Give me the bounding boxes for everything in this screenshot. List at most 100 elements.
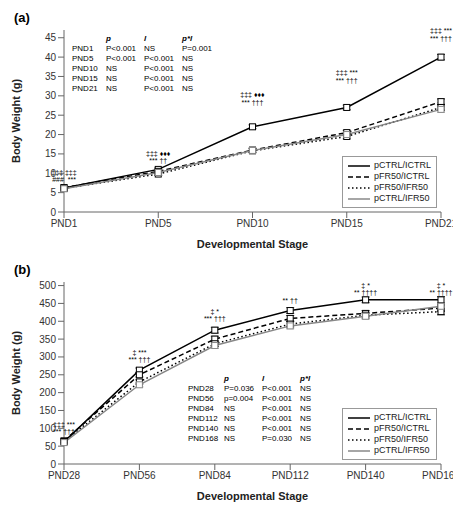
svg-text:Developmental Stage: Developmental Stage — [197, 238, 308, 250]
html-text:PND112: PND112 — [188, 414, 218, 423]
html-text:pFR50/ICTRL: pFR50/ICTRL — [374, 171, 430, 181]
svg-text:PND28: PND28 — [48, 470, 81, 481]
svg-text:PND1: PND1 — [51, 218, 78, 229]
html-text:NS: NS — [300, 404, 312, 413]
svg-text:15: 15 — [45, 148, 57, 159]
html-text:p*l: p*l — [300, 374, 311, 383]
html-text:pFR50/ICTRL: pFR50/ICTRL — [374, 423, 430, 433]
html-text:PND1: PND1 — [72, 44, 94, 53]
svg-text:200: 200 — [39, 387, 56, 398]
svg-text:‡‡‡ ***: ‡‡‡ *** — [53, 421, 75, 428]
html-text:P<0.001: P<0.001 — [106, 54, 136, 63]
svg-text:500: 500 — [39, 280, 56, 291]
html-text:P<0.001: P<0.001 — [144, 54, 174, 63]
svg-text:100: 100 — [39, 423, 56, 434]
html-text:NS: NS — [106, 64, 118, 73]
svg-text:‡ ***: ‡ *** — [132, 349, 146, 356]
svg-text:*** ††: *** †† — [149, 157, 167, 164]
html-text:pFR50/IFR50: pFR50/IFR50 — [374, 182, 428, 192]
svg-text:0: 0 — [50, 459, 56, 470]
html-text:NS: NS — [182, 74, 194, 83]
svg-text:45: 45 — [45, 32, 57, 43]
svg-text:250: 250 — [39, 369, 56, 380]
svg-text:‡ *: ‡ * — [437, 282, 446, 289]
svg-text:10: 10 — [45, 168, 57, 179]
svg-text:*** †††: *** ††† — [204, 315, 226, 322]
svg-text:30: 30 — [45, 90, 57, 101]
svg-text:40: 40 — [45, 52, 57, 63]
html-text:P=0.001: P=0.001 — [182, 44, 212, 53]
svg-text:‡‡‡ ***: ‡‡‡ *** — [430, 27, 452, 34]
svg-text:‡‡‡ ♦♦♦: ‡‡‡ ♦♦♦ — [240, 91, 265, 98]
svg-text:‡‡‡ ***: ‡‡‡ *** — [336, 69, 358, 76]
html-text:(b): (b) — [14, 262, 31, 277]
svg-text:‡‡‡ ♦♦♦: ‡‡‡ ♦♦♦ — [146, 150, 171, 157]
svg-text:*** †††: *** ††† — [53, 428, 75, 435]
svg-text:** ††††: ** †††† — [430, 289, 453, 296]
svg-text:Developmental Stage: Developmental Stage — [197, 490, 308, 502]
html-text:PND15: PND15 — [72, 74, 98, 83]
html-text:PND28: PND28 — [188, 384, 214, 393]
html-text:pCTRL/ICTRL: pCTRL/ICTRL — [374, 160, 431, 170]
html-text:PND21: PND21 — [72, 84, 98, 93]
html-text:P<0.001: P<0.001 — [262, 404, 292, 413]
html-text:P<0.001: P<0.001 — [144, 64, 174, 73]
svg-text:150: 150 — [39, 405, 56, 416]
svg-text:*** †††: *** ††† — [430, 35, 452, 42]
svg-text:PND5: PND5 — [145, 218, 172, 229]
svg-text:*** †††: *** ††† — [336, 77, 358, 84]
svg-text:PND15: PND15 — [331, 218, 364, 229]
svg-text:** ††††: ** †††† — [354, 289, 377, 296]
svg-text:*** †††: *** ††† — [129, 356, 151, 363]
html-text:NS: NS — [106, 84, 118, 93]
svg-text:Body Weight (g): Body Weight (g) — [10, 331, 22, 415]
html-text:NS: NS — [182, 84, 194, 93]
html-text:P<0.001: P<0.001 — [262, 394, 292, 403]
html-text:PND84: PND84 — [188, 404, 214, 413]
html-text:pFR50/IFR50: pFR50/IFR50 — [374, 434, 428, 444]
html-text:NS: NS — [144, 44, 156, 53]
html-text:P<0.001: P<0.001 — [262, 384, 292, 393]
svg-text:400: 400 — [39, 316, 56, 327]
html-text:P<0.001: P<0.001 — [144, 74, 174, 83]
svg-text:35: 35 — [45, 71, 57, 82]
svg-text:‡ *: ‡ * — [361, 282, 370, 289]
html-text:NS: NS — [106, 74, 118, 83]
html-text:(a): (a) — [14, 10, 30, 25]
svg-text:*** †††: *** ††† — [242, 99, 264, 106]
html-text:P<0.001: P<0.001 — [106, 44, 136, 53]
svg-text:5: 5 — [50, 187, 56, 198]
svg-text:50: 50 — [45, 441, 57, 452]
svg-text:300: 300 — [39, 351, 56, 362]
html-text:NS: NS — [182, 54, 194, 63]
svg-text:0: 0 — [50, 207, 56, 218]
html-text:NS: NS — [182, 64, 194, 73]
svg-text:450: 450 — [39, 298, 56, 309]
svg-text:PND140: PND140 — [347, 470, 385, 481]
html-text:P=0.036: P=0.036 — [224, 384, 254, 393]
svg-text:PND84: PND84 — [199, 470, 232, 481]
html-text:PND56: PND56 — [188, 394, 214, 403]
html-text:pCTRL/IFR50: pCTRL/IFR50 — [374, 445, 430, 455]
html-text:NS: NS — [224, 404, 236, 413]
svg-text:350: 350 — [39, 334, 56, 345]
html-text:PND5: PND5 — [72, 54, 94, 63]
svg-text:PND112: PND112 — [272, 470, 309, 481]
svg-text:PND56: PND56 — [123, 470, 156, 481]
html-text:NS: NS — [300, 394, 312, 403]
svg-text:PND168: PND168 — [422, 470, 453, 481]
html-text:PND10: PND10 — [72, 64, 98, 73]
html-text:p*l: p*l — [182, 34, 193, 43]
svg-text:** ††: ** †† — [283, 297, 298, 304]
svg-text:Body Weight (g): Body Weight (g) — [10, 79, 22, 163]
svg-text:20: 20 — [45, 129, 57, 140]
html-text:P<0.001: P<0.001 — [144, 84, 174, 93]
html-text:p=0.004: p=0.004 — [224, 394, 254, 403]
svg-text:‡ *: ‡ * — [211, 308, 220, 315]
svg-text:PND10: PND10 — [236, 218, 269, 229]
html-text:pCTRL/IFR50: pCTRL/IFR50 — [374, 193, 430, 203]
svg-text:25: 25 — [45, 110, 57, 121]
html-text:NS: NS — [300, 384, 312, 393]
html-text:pCTRL/ICTRL: pCTRL/ICTRL — [374, 412, 431, 422]
svg-text:PND21: PND21 — [425, 218, 453, 229]
